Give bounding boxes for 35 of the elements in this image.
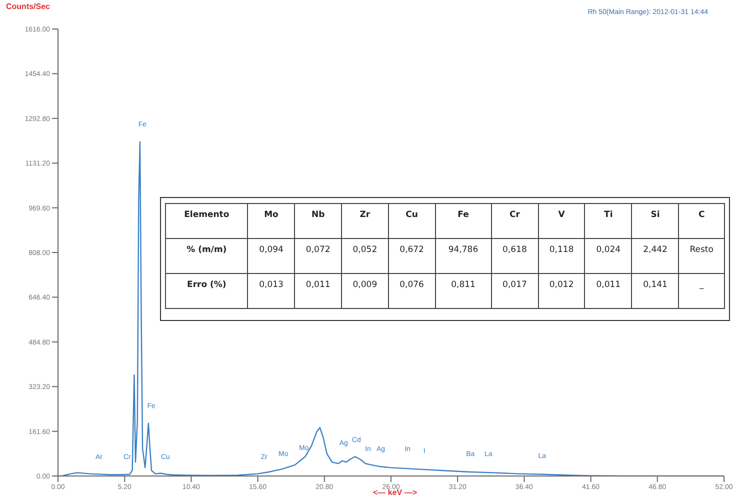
annotation: C (678, 204, 724, 238)
annotation: 0,141 (632, 274, 679, 308)
annotation: Cu (388, 204, 436, 238)
annotation: 0,011 (294, 274, 342, 308)
x-axis-title: <— keV —> (372, 488, 418, 497)
annotation: Elemento (166, 204, 248, 238)
annotation: V (538, 204, 585, 238)
annotation: Cr (491, 204, 538, 238)
annotation: 0,076 (388, 274, 436, 308)
annotation: Si (632, 204, 679, 238)
annotation: Fe (435, 204, 492, 238)
annotation: Ti (584, 204, 632, 238)
annotation: 0,024 (584, 238, 632, 274)
annotation: Erro (%) (166, 274, 248, 308)
annotation: Resto (678, 238, 724, 274)
annotation: 0,118 (538, 238, 585, 274)
annotation: 94,786 (435, 238, 492, 274)
annotation: 0,072 (294, 238, 342, 274)
annotation: 0,012 (538, 274, 585, 308)
annotation: 0,011 (584, 274, 632, 308)
annotation: 0,052 (342, 238, 388, 274)
annotation: 0,618 (491, 238, 538, 274)
y-axis-title: Counts/Sec (6, 2, 50, 11)
annotation: Mo (248, 204, 295, 238)
annotation: 0,013 (248, 274, 295, 308)
annotation: 2,442 (632, 238, 679, 274)
annotation: 0,094 (248, 238, 295, 274)
annotation: 0,009 (342, 274, 388, 308)
annotation: 0,811 (435, 274, 492, 308)
annotation: Zr (342, 204, 388, 238)
annotation: _ (678, 274, 724, 308)
annotation: 0,672 (388, 238, 436, 274)
annotation: Nb (294, 204, 342, 238)
annotation: 0,017 (491, 274, 538, 308)
annotation: % (m/m) (166, 238, 248, 274)
